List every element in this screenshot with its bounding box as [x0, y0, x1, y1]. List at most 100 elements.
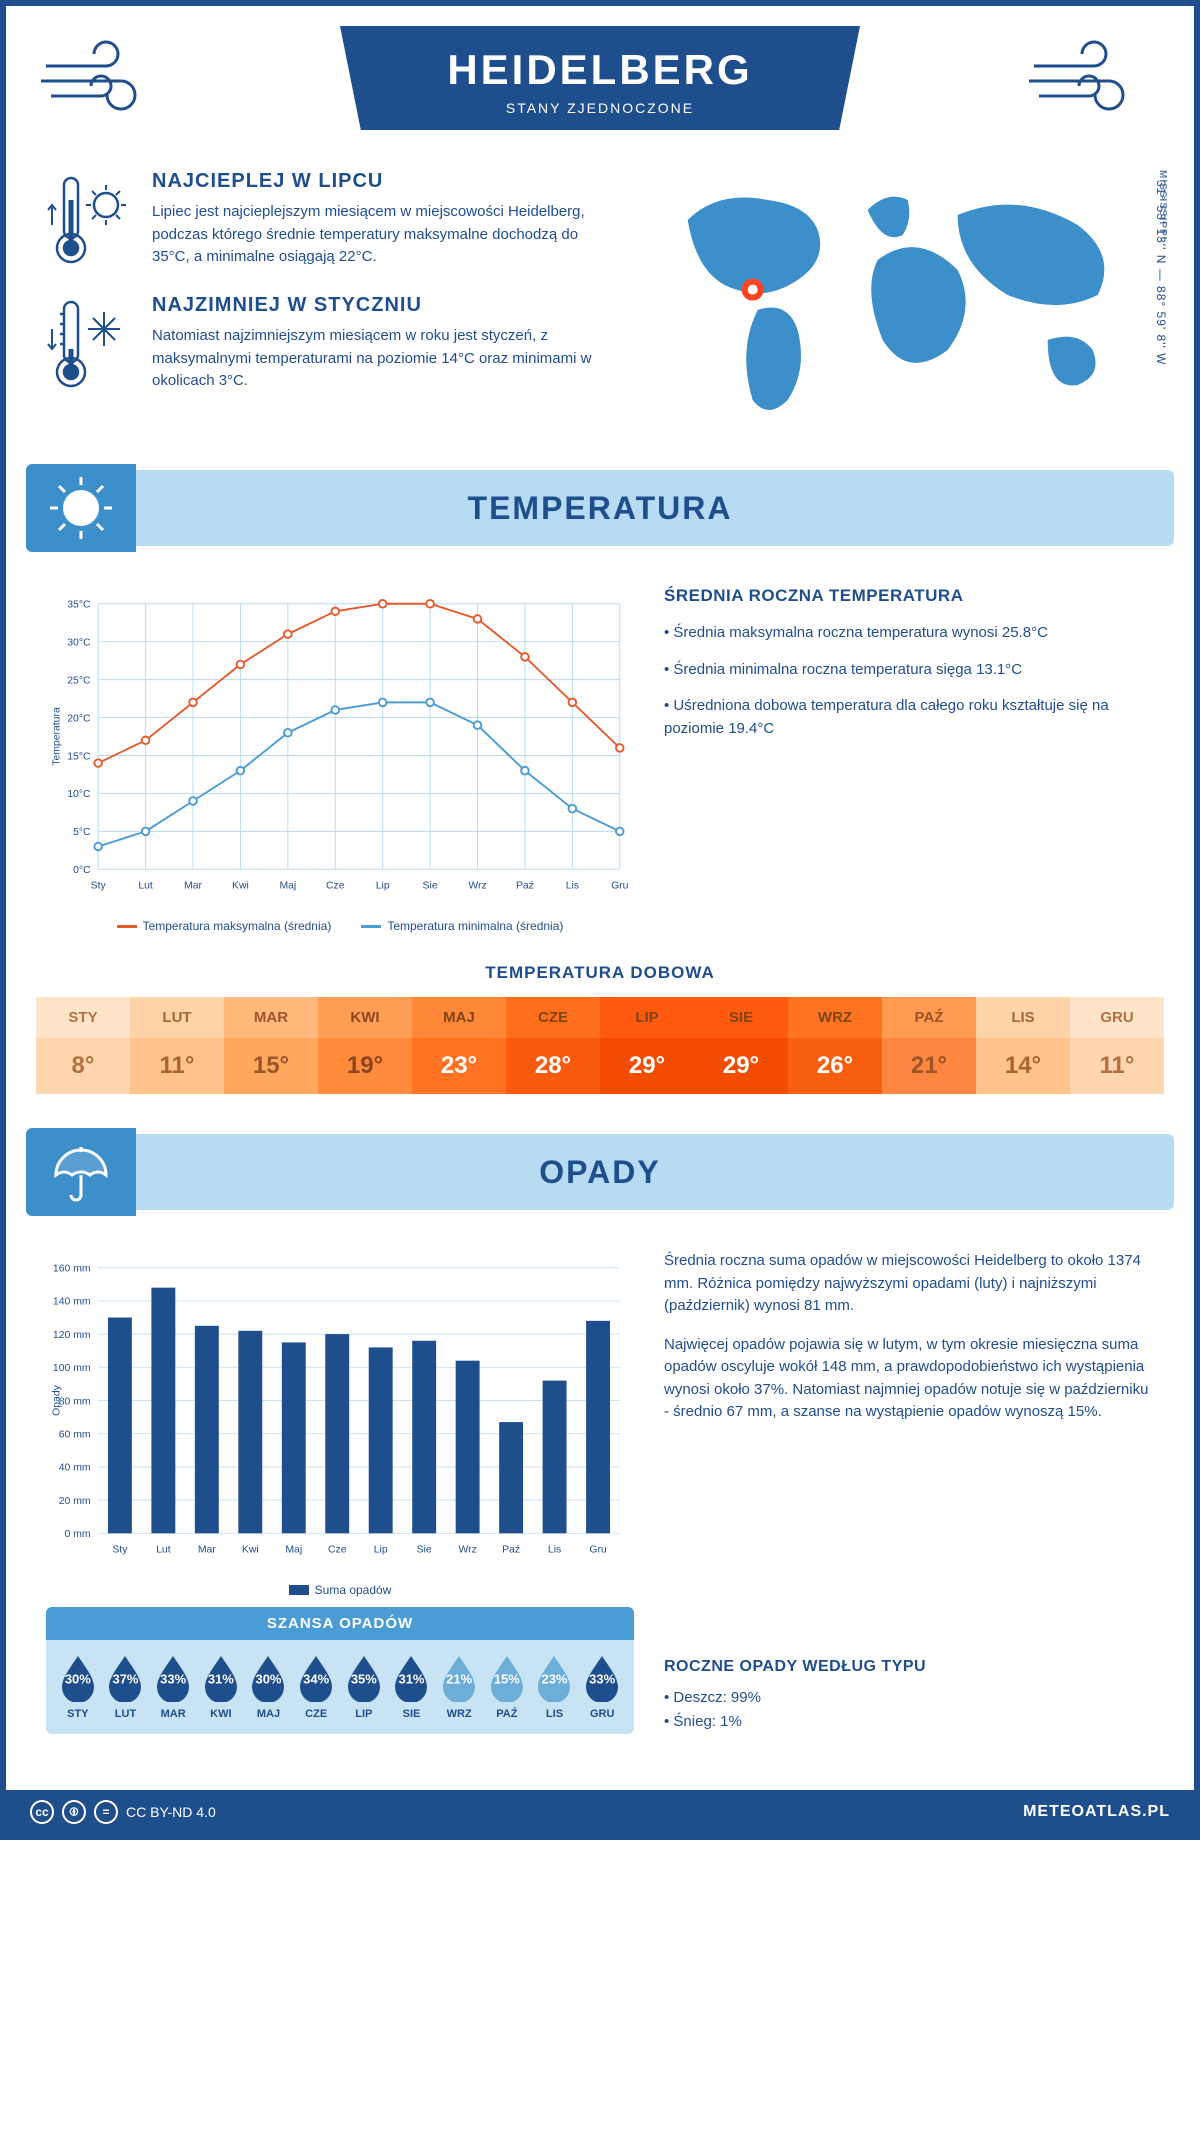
rain-chance-item: 30% MAJ: [247, 1654, 291, 1720]
svg-text:30°C: 30°C: [67, 637, 91, 648]
hot-title: NAJCIEPLEJ W LIPCU: [152, 170, 611, 193]
rain-chance-box: SZANSA OPADÓW 30% STY 37% LUT 33% MAR 31…: [46, 1607, 634, 1734]
temp-info-b3: • Uśredniona dobowa temperatura dla całe…: [664, 695, 1154, 740]
world-map: [641, 170, 1154, 430]
temp-info-b1: • Średnia maksymalna roczna temperatura …: [664, 622, 1154, 645]
svg-text:Opady: Opady: [51, 1384, 62, 1415]
rain-chance-item: 34% CZE: [294, 1654, 338, 1720]
svg-text:35°C: 35°C: [67, 600, 91, 611]
svg-text:120 mm: 120 mm: [53, 1330, 91, 1341]
umbrella-icon: [26, 1128, 136, 1216]
rain-chance-item: 23% LIS: [533, 1654, 577, 1720]
intro-section: NAJCIEPLEJ W LIPCU Lipiec jest najcieple…: [6, 160, 1194, 460]
svg-text:Wrz: Wrz: [468, 880, 486, 891]
daily-month: MAR: [224, 997, 318, 1038]
svg-text:0 mm: 0 mm: [65, 1529, 91, 1540]
daily-value: 23°: [412, 1038, 506, 1094]
cc-icon: cc: [30, 1800, 54, 1824]
svg-text:Lut: Lut: [156, 1544, 171, 1555]
rain-chance-item: 30% STY: [56, 1654, 100, 1720]
daily-value: 14°: [976, 1038, 1070, 1094]
rain-chance-item: 33% GRU: [580, 1654, 624, 1720]
daily-month: LUT: [130, 997, 224, 1038]
daily-month: SIE: [694, 997, 788, 1038]
license-text: CC BY-ND 4.0: [126, 1804, 216, 1820]
svg-text:Paź: Paź: [516, 880, 534, 891]
daily-value: 8°: [36, 1038, 130, 1094]
site-name: METEOATLAS.PL: [1023, 1803, 1170, 1821]
svg-text:Wrz: Wrz: [458, 1544, 476, 1555]
daily-month: PAŹ: [882, 997, 976, 1038]
hot-block: NAJCIEPLEJ W LIPCU Lipiec jest najcieple…: [46, 170, 611, 270]
legend-max: Temperatura maksymalna (średnia): [143, 919, 332, 933]
rain-chance-item: 31% KWI: [199, 1654, 243, 1720]
daily-month: LIP: [600, 997, 694, 1038]
svg-text:15°C: 15°C: [67, 751, 91, 762]
rain-chance-item: 15% PAŹ: [485, 1654, 529, 1720]
svg-text:Maj: Maj: [285, 1544, 302, 1555]
daily-value: 21°: [882, 1038, 976, 1094]
svg-text:Gru: Gru: [589, 1544, 607, 1555]
daily-value: 15°: [224, 1038, 318, 1094]
svg-text:40 mm: 40 mm: [59, 1463, 91, 1474]
country-subtitle: STANY ZJEDNOCZONE: [420, 100, 780, 116]
temp-section-title: TEMPERATURA: [468, 490, 733, 527]
rain-chance-item: 35% LIP: [342, 1654, 386, 1720]
svg-text:25°C: 25°C: [67, 675, 91, 686]
legend-precip: Suma opadów: [315, 1583, 392, 1597]
daily-month: MAJ: [412, 997, 506, 1038]
svg-text:Sty: Sty: [112, 1544, 128, 1555]
svg-text:5°C: 5°C: [73, 827, 91, 838]
svg-text:Kwi: Kwi: [242, 1544, 259, 1555]
legend-min: Temperatura minimalna (średnia): [387, 919, 563, 933]
by-icon: 🅯: [62, 1800, 86, 1824]
cold-text: Natomiast najzimniejszym miesiącem w rok…: [152, 325, 611, 393]
svg-text:60 mm: 60 mm: [59, 1430, 91, 1441]
nd-icon: =: [94, 1800, 118, 1824]
daily-month: LIS: [976, 997, 1070, 1038]
svg-text:Mar: Mar: [198, 1544, 216, 1555]
title-ribbon: HEIDELBERG STANY ZJEDNOCZONE: [340, 26, 860, 130]
daily-value: 28°: [506, 1038, 600, 1094]
svg-text:Kwi: Kwi: [232, 880, 249, 891]
thermometer-cold-icon: [46, 294, 136, 394]
daily-value: 19°: [318, 1038, 412, 1094]
svg-text:Sie: Sie: [423, 880, 438, 891]
precipitation-chart: 0 mm 20 mm 40 mm 60 mm 80 mm 100 mm 120 mm 140 …: [46, 1250, 634, 1754]
svg-text:80 mm: 80 mm: [59, 1396, 91, 1407]
temp-info-title: ŚREDNIA ROCZNA TEMPERATURA: [664, 586, 1154, 606]
daily-month: CZE: [506, 997, 600, 1038]
temp-info-b2: • Średnia minimalna roczna temperatura s…: [664, 659, 1154, 682]
svg-text:Cze: Cze: [328, 1544, 347, 1555]
temperature-chart: 0°C5°C10°C15°C20°C25°C30°C35°CStyLutMarK…: [46, 586, 634, 933]
svg-text:140 mm: 140 mm: [53, 1297, 91, 1308]
temperature-header: TEMPERATURA: [26, 470, 1174, 546]
yearly-rain: • Deszcz: 99%: [664, 1686, 1154, 1710]
wind-icon: [1024, 36, 1164, 131]
svg-text:Lut: Lut: [138, 880, 153, 891]
svg-text:10°C: 10°C: [67, 789, 91, 800]
thermometer-hot-icon: [46, 170, 136, 270]
svg-text:160 mm: 160 mm: [53, 1264, 91, 1275]
daily-value: 29°: [600, 1038, 694, 1094]
precipitation-header: OPADY: [26, 1134, 1174, 1210]
sun-icon: [26, 464, 136, 552]
daily-value: 26°: [788, 1038, 882, 1094]
daily-month: GRU: [1070, 997, 1164, 1038]
cold-title: NAJZIMNIEJ W STYCZNIU: [152, 294, 611, 317]
svg-text:Gru: Gru: [611, 880, 629, 891]
svg-text:20 mm: 20 mm: [59, 1496, 91, 1507]
header: HEIDELBERG STANY ZJEDNOCZONE: [6, 6, 1194, 160]
daily-title: TEMPERATURA DOBOWA: [6, 963, 1194, 983]
precip-p2: Najwięcej opadów pojawia się w lutym, w …: [664, 1334, 1154, 1424]
svg-text:100 mm: 100 mm: [53, 1363, 91, 1374]
svg-text:20°C: 20°C: [67, 713, 91, 724]
daily-month: KWI: [318, 997, 412, 1038]
rain-chance-item: 21% WRZ: [437, 1654, 481, 1720]
daily-month: STY: [36, 997, 130, 1038]
daily-value: 11°: [1070, 1038, 1164, 1094]
temp-info: ŚREDNIA ROCZNA TEMPERATURA • Średnia mak…: [664, 586, 1154, 933]
wind-icon: [36, 36, 176, 131]
svg-text:Lis: Lis: [566, 880, 579, 891]
svg-text:Lip: Lip: [376, 880, 390, 891]
